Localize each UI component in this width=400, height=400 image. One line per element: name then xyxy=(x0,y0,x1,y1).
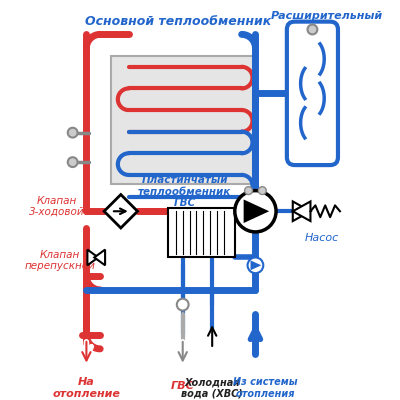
Polygon shape xyxy=(293,202,310,221)
Circle shape xyxy=(68,128,78,138)
Circle shape xyxy=(245,187,252,194)
Polygon shape xyxy=(244,200,269,223)
Text: Холодная
вода (ХВС): Холодная вода (ХВС) xyxy=(181,377,243,399)
Text: Насос: Насос xyxy=(304,233,339,243)
Polygon shape xyxy=(250,260,261,270)
Text: Основной теплообменник: Основной теплообменник xyxy=(85,15,271,28)
Circle shape xyxy=(308,24,317,34)
Circle shape xyxy=(258,187,266,194)
Polygon shape xyxy=(94,250,105,265)
Text: ГВС: ГВС xyxy=(171,381,194,391)
Text: Расширительный
бак: Расширительный бак xyxy=(271,11,383,32)
Polygon shape xyxy=(87,250,98,265)
Circle shape xyxy=(235,191,276,232)
Text: Клапан
перепускной: Клапан перепускной xyxy=(24,250,95,271)
Text: Клапан
3-ходовой: Клапан 3-ходовой xyxy=(29,196,85,217)
Bar xyxy=(168,208,235,258)
Polygon shape xyxy=(104,194,138,228)
Bar xyxy=(111,56,254,184)
Text: Из системы
отопления: Из системы отопления xyxy=(233,377,298,399)
FancyBboxPatch shape xyxy=(287,22,338,165)
Text: На
отопление: На отопление xyxy=(52,377,120,399)
Polygon shape xyxy=(293,202,310,221)
Circle shape xyxy=(68,157,78,167)
Circle shape xyxy=(177,299,189,310)
Text: Пластинчатый
теплообменник
ГВС: Пластинчатый теплообменник ГВС xyxy=(138,175,231,208)
Circle shape xyxy=(248,258,263,273)
